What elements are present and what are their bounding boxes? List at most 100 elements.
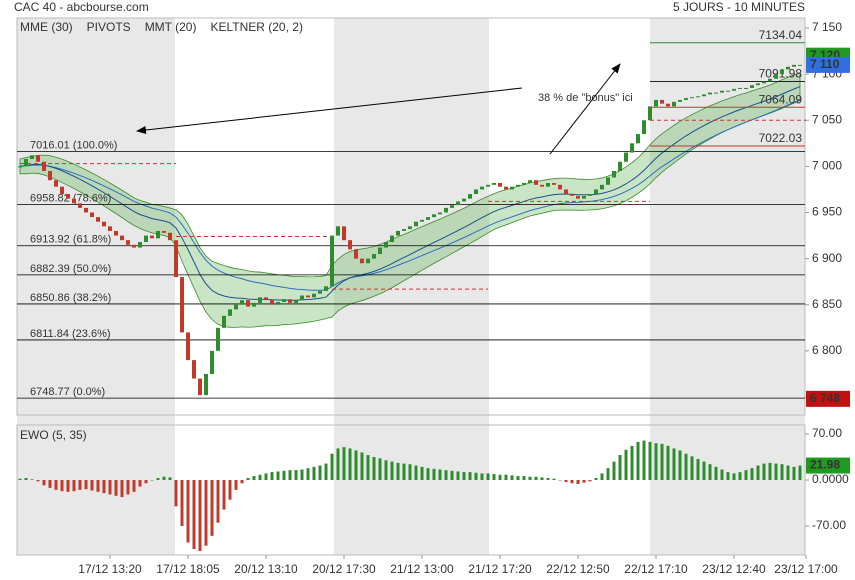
ewo-bar [522,476,526,480]
ewo-panel [16,424,806,556]
x-tick-label: 17/12 18:05 [156,562,220,576]
ewo-bar [654,443,658,480]
ewo-bar [168,477,172,480]
candle [258,297,262,303]
candle [498,182,502,187]
candle [684,98,688,100]
candle [78,203,82,208]
ewo-bar [396,462,400,480]
legend-entry: MMT (20) [145,20,197,34]
candle [444,207,448,213]
candle [72,198,76,204]
candle [768,78,772,82]
ewo-bar [186,480,190,543]
candle [306,295,310,298]
x-tick-label: 23/12 17:00 [774,562,838,576]
candle [636,134,640,144]
candle [780,69,784,75]
ewo-bar [480,473,484,480]
ewo-bar [318,465,322,480]
ewo-bar [402,463,406,480]
ewo-bar [456,471,460,480]
ewo-bar [546,478,550,480]
candle [486,184,490,187]
candle [492,182,496,185]
y-tick-label: 6 800 [812,343,842,357]
ewo-bar [438,469,442,480]
ewo-bar [726,472,730,480]
ewo-bar [678,450,682,480]
candle [510,186,514,190]
ewo-bar [60,480,64,492]
ewo-bar [492,474,496,480]
candle [300,295,304,301]
ewo-bar [90,480,94,491]
ewo-bar [516,476,520,480]
candle [654,99,658,107]
ewo-bar [258,474,262,480]
candle [276,301,280,305]
ewo-bar [606,468,610,480]
candle [384,242,388,248]
candle [714,92,718,94]
price-marker-label: 7 110 [810,57,840,71]
fib-label: 6850.86 (38.2%) [30,292,111,304]
ewo-bar [78,480,82,490]
candle [102,221,106,227]
ewo-bar [138,480,142,487]
candle [96,217,100,222]
header-period: 5 JOURS - 10 MINUTES [673,0,805,14]
candle [462,198,466,202]
candle [354,249,358,259]
y-tick-label: 7 000 [812,159,842,173]
ewo-bar [588,480,592,482]
candle [720,90,724,93]
ewo-bar [420,466,424,480]
candle [606,177,610,185]
y-tick-label: 70.00 [812,426,842,440]
y-tick-label: 6 900 [812,251,842,265]
ewo-bar [54,480,58,490]
ewo-bar [222,480,226,510]
ewo-bar [228,480,232,500]
pivot-label: 7064.09 [759,92,803,106]
candle [582,195,586,199]
ewo-bar [462,472,466,480]
candle [648,106,652,121]
price-marker [806,56,850,73]
price-marker [806,390,850,407]
ewo-bar [636,441,640,480]
ewo-bar [174,480,178,507]
candle [378,247,382,255]
x-tick-label: 22/12 17:10 [624,562,688,576]
candle [120,235,124,241]
ewo-bar [786,465,790,480]
ewo-bar [618,455,622,480]
ewo-bar [36,480,40,482]
ewo-bar [378,458,382,480]
ewo-bar [252,476,256,480]
ewo-bar [528,476,532,480]
ewo-bar [558,480,562,481]
candle [282,299,286,302]
ewo-bar [666,445,670,480]
x-tick-label: 20/12 13:10 [234,562,298,576]
ewo-bar [66,480,70,492]
candle [690,97,694,99]
candle [312,293,316,298]
ewo-bar [360,452,364,480]
candle [672,101,676,107]
mmt-line [19,86,801,301]
candle [588,194,592,196]
candle [42,161,46,171]
candle [678,99,682,102]
candle [738,87,742,89]
candle [534,180,538,185]
candle [60,186,64,195]
ewo-bar [246,478,250,480]
ewo-bar [498,474,502,480]
ewo-bar [24,478,28,480]
ewo-bar [48,480,52,488]
ewo-bar [510,475,514,480]
